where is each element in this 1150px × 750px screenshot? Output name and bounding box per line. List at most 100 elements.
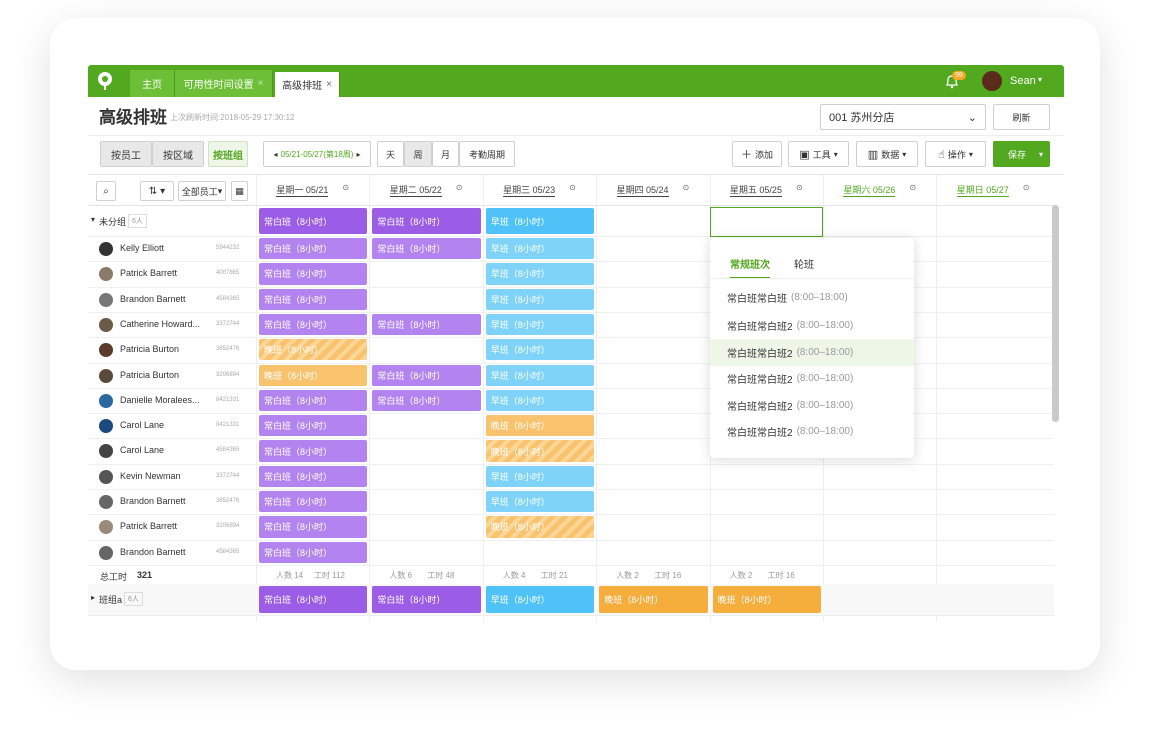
view-button[interactable]: 考勤周期 <box>459 141 515 167</box>
shift-cell[interactable]: 常白班（8小时） <box>372 585 481 613</box>
refresh-button[interactable]: 刷新 <box>993 104 1050 130</box>
shift-cell[interactable]: 早班（8小时） <box>485 339 595 361</box>
action-button[interactable]: ＋添加 <box>732 141 782 167</box>
employee-name[interactable]: Catherine Howard... <box>120 318 201 329</box>
employee-name[interactable]: Carol Lane <box>120 420 165 431</box>
week-picker[interactable]: ◂ 05/21-05/27(第18周) ▸ <box>263 141 371 167</box>
group-name[interactable]: 未分组 <box>99 217 127 227</box>
employee-name[interactable]: Kelly Elliott <box>120 243 165 253</box>
view-button[interactable]: 月 <box>432 141 459 167</box>
shift-cell[interactable]: 常白班（8小时） <box>259 585 368 613</box>
shift-cell[interactable]: 常白班（8小时） <box>372 313 481 336</box>
selected-cell[interactable] <box>710 207 823 237</box>
shift-option[interactable]: 常白班常白班 (8:00–18:00) <box>710 284 914 311</box>
action-button[interactable]: ▥ 数据 ▾ <box>856 141 918 167</box>
popup-tab[interactable]: 常规班次 <box>730 256 770 279</box>
next: ▸ <box>356 149 361 159</box>
settings-button[interactable]: ▦ <box>231 181 248 201</box>
shift-cell[interactable]: 常白班（8小时） <box>259 238 368 260</box>
shift-cell[interactable]: 晚班（8小时） <box>259 364 368 386</box>
day-header[interactable]: 星期一 05/21 ⊙ <box>256 183 369 197</box>
sort-button[interactable]: ⇅ ▾ <box>140 181 174 201</box>
shift-option[interactable]: 常白班常白班2 (8:00–18:00) <box>710 365 914 392</box>
shift-cell[interactable]: 常白班（8小时） <box>372 238 481 260</box>
employee-name[interactable]: Brandon Barnett <box>120 293 186 304</box>
nav-tab[interactable]: 主页 <box>130 70 175 97</box>
day-header[interactable]: 星期二 05/22 ⊙ <box>369 183 482 197</box>
group-button[interactable]: 按班组 <box>208 141 248 167</box>
store-name: 001 苏州分店 <box>829 112 895 124</box>
shift-cell[interactable]: 常白班（8小时） <box>259 208 368 234</box>
employee-name[interactable]: Brandon Barnett <box>120 496 186 506</box>
app: 99 Sean ▾ 高级排班 上次刷新时间:2018-05-29 17:30:1… <box>88 65 1064 622</box>
employee-name[interactable]: Patrick Barrett <box>120 521 178 532</box>
shift-cell[interactable]: 早班（8小时） <box>485 288 595 310</box>
shift-cell[interactable]: 晚班（8小时） <box>485 516 595 538</box>
shift-cell[interactable]: 常白班（8小时） <box>372 389 481 412</box>
shift-cell[interactable]: 早班（8小时） <box>485 263 595 285</box>
group-toggle[interactable]: ▾ <box>91 215 96 224</box>
shift-cell[interactable]: 常白班（8小时） <box>259 541 368 563</box>
divider <box>88 135 1064 136</box>
store-select[interactable]: 001 苏州分店 ⌄ <box>820 104 986 130</box>
group-toggle[interactable]: ▸ <box>91 592 96 602</box>
shift-cell[interactable]: 常白班（8小时） <box>259 389 368 412</box>
group-button[interactable]: 按员工 <box>100 141 152 167</box>
shift-cell[interactable]: 早班（8小时） <box>485 389 595 412</box>
shift-cell[interactable]: 晚班（8小时） <box>712 585 821 613</box>
filter-select[interactable]: 全部员工 ▾ <box>178 181 226 201</box>
action-button[interactable]: ☝ 操作 ▾ <box>925 141 986 167</box>
shift-cell[interactable]: 早班（8小时） <box>485 465 595 487</box>
group-name[interactable]: 班组a <box>99 594 123 605</box>
employee-name[interactable]: Kevin Newman <box>120 470 181 481</box>
day-header[interactable]: 星期四 05/24 ⊙ <box>596 183 709 197</box>
caret: ▾ <box>968 149 973 159</box>
view-button[interactable]: 周 <box>404 141 432 167</box>
shift-cell[interactable]: 常白班（8小时） <box>372 208 481 234</box>
shift-option[interactable]: 常白班常白班2 (8:00–18:00) <box>710 339 914 366</box>
employee-name[interactable]: Patricia Burton <box>120 369 180 380</box>
shift-cell[interactable]: 早班（8小时） <box>485 491 595 513</box>
shift-cell[interactable]: 常白班（8小时） <box>259 516 368 538</box>
shift-cell[interactable]: 早班（8小时） <box>485 585 595 613</box>
shift-cell[interactable]: 常白班（8小时） <box>259 288 368 310</box>
shift-cell[interactable]: 晚班（8小时） <box>485 415 595 437</box>
save-button[interactable]: 保存 ▾ <box>993 141 1050 167</box>
shift-cell[interactable]: 常白班（8小时） <box>259 465 368 487</box>
group-button[interactable]: 按区域 <box>152 141 204 167</box>
employee-name[interactable]: Carol Lane <box>120 445 165 456</box>
scrollbar[interactable] <box>1052 205 1059 422</box>
shift-option[interactable]: 常白班常白班2 (8:00–18:00) <box>710 392 914 419</box>
employee-name[interactable]: Brandon Barnett <box>120 546 186 557</box>
nav-tab[interactable]: 高级排班 × <box>275 72 340 97</box>
day-header[interactable]: 星期六 05/26 ⊙ <box>823 183 936 197</box>
shift-cell[interactable]: 早班（8小时） <box>485 238 595 260</box>
shift-cell[interactable]: 晚班（8小时） <box>485 440 595 462</box>
shift-cell[interactable]: 早班（8小时） <box>485 364 595 386</box>
shift-cell[interactable]: 常白班（8小时） <box>259 313 368 336</box>
popup-tab[interactable]: 轮班 <box>794 260 814 271</box>
shift-cell[interactable]: 早班（8小时） <box>485 208 595 234</box>
shift-cell[interactable]: 早班（8小时） <box>485 313 595 336</box>
day-header[interactable]: 星期三 05/23 ⊙ <box>483 183 596 197</box>
shift-cell[interactable]: 常白班（8小时） <box>259 491 368 513</box>
shift-cell[interactable]: 晚班（8小时） <box>259 339 368 361</box>
shift-cell[interactable]: 常白班（8小时） <box>259 440 368 462</box>
action-label: 添加 <box>754 149 773 160</box>
view-button[interactable]: 天 <box>377 141 404 167</box>
action-button[interactable]: ▣ 工具 ▾ <box>788 141 849 167</box>
search-button[interactable]: ⌕ <box>96 181 116 201</box>
shift-cell[interactable]: 晚班（8小时） <box>599 585 708 613</box>
employee-name[interactable]: Patrick Barrett <box>120 268 178 279</box>
shift-option[interactable]: 常白班常白班2 (8:00–18:00) <box>710 418 914 445</box>
employee-name[interactable]: Patricia Burton <box>120 344 180 355</box>
shift-cell[interactable]: 常白班（8小时） <box>259 263 368 285</box>
shift-cell[interactable]: 常白班（8小时） <box>259 415 368 437</box>
day-header[interactable]: 星期日 05/27 ⊙ <box>936 183 1049 197</box>
shift-option[interactable]: 常白班常白班2 (8:00–18:00) <box>710 312 914 339</box>
day-header[interactable]: 星期五 05/25 ⊙ <box>710 183 823 197</box>
user-name[interactable]: Sean <box>1010 75 1036 87</box>
nav-tab[interactable]: 可用性时间设置 × <box>175 70 273 97</box>
shift-cell[interactable]: 常白班（8小时） <box>372 364 481 386</box>
employee-name[interactable]: Danielle Moralees... <box>120 394 200 405</box>
